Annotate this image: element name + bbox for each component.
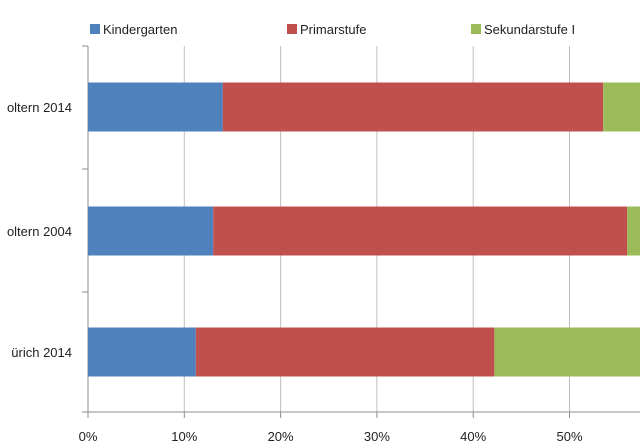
x-tick-label: 0%	[79, 429, 98, 444]
x-tick-label: 50%	[556, 429, 582, 444]
category-label: ürich 2014	[11, 345, 72, 360]
labels: 0% 10% 20% 30% 40% 50% ürich 2014 oltern 2004 ol…	[7, 100, 583, 444]
category-label: oltern 2014	[7, 100, 72, 115]
bar-segment-sekundarstufe-i	[494, 327, 640, 377]
bars	[88, 82, 640, 377]
bar-segment-sekundarstufe-i	[627, 206, 640, 256]
legend-swatch	[287, 24, 297, 34]
legend-label: Sekundarstufe I	[484, 22, 575, 37]
bar-segment-kindergarten	[88, 82, 223, 132]
legend-swatch	[471, 24, 481, 34]
bar-segment-sekundarstufe-i	[603, 82, 640, 132]
bar-segment-primarstufe	[195, 327, 495, 377]
legend-label: Kindergarten	[103, 22, 177, 37]
category-label: oltern 2004	[7, 224, 72, 239]
x-tick-label: 40%	[460, 429, 486, 444]
x-tick-label: 30%	[364, 429, 390, 444]
x-tick-label: 10%	[171, 429, 197, 444]
x-tick-label: 20%	[268, 429, 294, 444]
bar-segment-primarstufe	[222, 82, 604, 132]
bar-segment-kindergarten	[88, 327, 196, 377]
legend-label: Primarstufe	[300, 22, 366, 37]
bar-segment-kindergarten	[88, 206, 214, 256]
legend: Kindergarten Primarstufe Sekundarstufe I	[90, 22, 575, 37]
bar-segment-primarstufe	[213, 206, 628, 256]
legend-swatch	[90, 24, 100, 34]
